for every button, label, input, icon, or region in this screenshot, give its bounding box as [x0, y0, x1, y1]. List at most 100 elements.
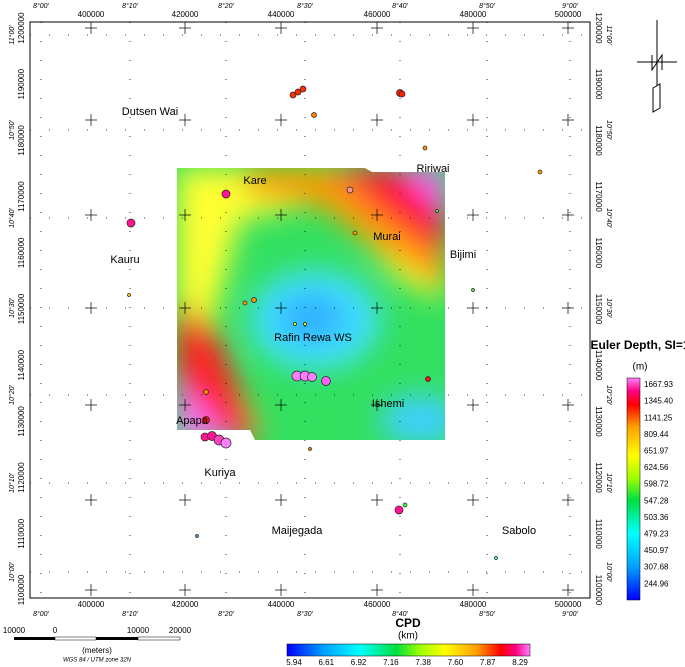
- northing-label: 1110000: [594, 519, 603, 550]
- northing-label: 1170000: [17, 181, 26, 212]
- place-label: Dutsen Wai: [122, 106, 178, 118]
- cpd-label: 7.60: [448, 658, 464, 667]
- scale-unit: (meters): [82, 646, 112, 655]
- easting-label: 480000: [460, 10, 487, 19]
- longitude-label: 8°50': [479, 610, 495, 618]
- longitude-label: 8°50': [479, 2, 495, 10]
- northing-label: 1200000: [594, 12, 603, 44]
- easting-label: 460000: [364, 10, 391, 19]
- place-label: Bijimi: [450, 249, 476, 261]
- euler-label: 1141.25: [644, 413, 673, 422]
- cpd-label: 7.16: [383, 658, 399, 667]
- easting-label: 500000: [555, 600, 582, 609]
- longitude-label: 8°20': [218, 2, 234, 10]
- euler-label: 450.97: [644, 546, 669, 555]
- grid: [30, 22, 590, 598]
- euler-title: Euler Depth, SI=1: [590, 338, 685, 352]
- map-frame: [29, 21, 591, 599]
- latitude-label: 10°20': [8, 384, 16, 404]
- cpd-label: 5.94: [286, 658, 302, 667]
- latitude-label: 11°00': [605, 25, 613, 45]
- place-label: Maijegada: [272, 525, 324, 537]
- latitude-label: 10°30': [605, 298, 613, 318]
- northing-label: 1150000: [17, 293, 26, 324]
- latitude-label: 10°00': [8, 561, 16, 581]
- place-label: Rafin Rewa WS: [274, 332, 352, 344]
- place-label: Kare: [243, 175, 266, 187]
- north-arrow: [637, 20, 677, 113]
- longitude-label: 8°10': [122, 2, 138, 10]
- latitude-label: 10°10': [605, 473, 613, 493]
- longitude-label: 9°00': [562, 2, 578, 10]
- northing-label: 1200000: [17, 12, 26, 44]
- scale-label: 10000: [127, 626, 150, 635]
- easting-label: 500000: [555, 10, 582, 19]
- latitude-label: 10°30': [8, 297, 16, 317]
- northing-label: 1120000: [594, 462, 603, 493]
- scale-label: 0: [53, 626, 58, 635]
- longitude-label: 8°20': [218, 610, 234, 618]
- latitude-label: 10°20': [605, 385, 613, 405]
- easting-label: 400000: [78, 600, 105, 609]
- projection: WGS 84 / UTM zone 32N: [63, 658, 132, 664]
- northing-label: 1100000: [17, 574, 26, 605]
- northing-label: 1120000: [17, 462, 26, 493]
- longitude-label: 8°30': [297, 2, 313, 10]
- northing-label: 1160000: [594, 238, 603, 269]
- northing-label: 1110000: [17, 518, 26, 549]
- latitude-label: 10°00': [605, 562, 613, 582]
- easting-label: 480000: [460, 600, 487, 609]
- place-label: Murai: [373, 231, 401, 243]
- euler-label: 651.97: [644, 447, 669, 456]
- northing-label: 1180000: [17, 125, 26, 156]
- place-label: Sabolo: [502, 525, 536, 537]
- latitude-label: 10°50': [8, 119, 16, 139]
- northing-label: 1140000: [594, 350, 603, 381]
- easting-label: 420000: [172, 600, 199, 609]
- northing-label: 1190000: [594, 69, 603, 100]
- place-label: Kauru: [110, 254, 139, 266]
- latitude-label: 10°40': [8, 207, 16, 227]
- northing-label: 1160000: [17, 237, 26, 268]
- euler-colorbar: [626, 377, 641, 601]
- euler-label: 479.23: [644, 530, 669, 539]
- euler-label: 244.96: [644, 579, 669, 588]
- longitude-label: 9°00': [562, 610, 578, 618]
- cpd-label: 6.61: [318, 658, 334, 667]
- easting-label: 460000: [364, 600, 391, 609]
- northing-label: 1150000: [594, 294, 603, 325]
- longitude-label: 8°10': [122, 610, 138, 618]
- cpd-label: 7.38: [415, 658, 431, 667]
- euler-label: 307.68: [644, 563, 669, 572]
- place-label: Ririwai: [417, 163, 450, 175]
- euler-label: 547.28: [644, 496, 669, 505]
- place-label: Apapa: [176, 415, 209, 427]
- place-label: Kuriya: [204, 467, 236, 479]
- easting-label: 440000: [268, 10, 295, 19]
- cpd-unit: (km): [398, 631, 418, 642]
- longitude-label: 8°00': [33, 2, 49, 10]
- northing-label: 1130000: [594, 406, 603, 437]
- northing-label: 1130000: [17, 406, 26, 437]
- place-label: Ishemi: [372, 398, 404, 410]
- cpd-label: 6.92: [351, 658, 367, 667]
- cpd-label: 7.87: [480, 658, 496, 667]
- longitude-label: 8°40': [392, 2, 408, 10]
- northing-label: 1190000: [17, 68, 26, 99]
- euler-points: [126, 85, 543, 560]
- cpd-title: CPD: [395, 616, 421, 630]
- latitude-label: 10°50': [605, 120, 613, 140]
- latitude-label: 10°40': [605, 208, 613, 228]
- northing-label: 1180000: [594, 125, 603, 156]
- latitude-label: 11°00': [8, 25, 16, 45]
- euler-label: 1345.40: [644, 397, 673, 406]
- northing-label: 1100000: [594, 575, 603, 606]
- easting-label: 420000: [172, 10, 199, 19]
- cpd-colorbar: [286, 643, 531, 657]
- scale-label: 20000: [169, 626, 192, 635]
- cpd-raster: [177, 168, 445, 440]
- scale-bar: [14, 636, 181, 641]
- longitude-label: 8°40': [392, 610, 408, 618]
- euler-unit: (m): [633, 362, 648, 373]
